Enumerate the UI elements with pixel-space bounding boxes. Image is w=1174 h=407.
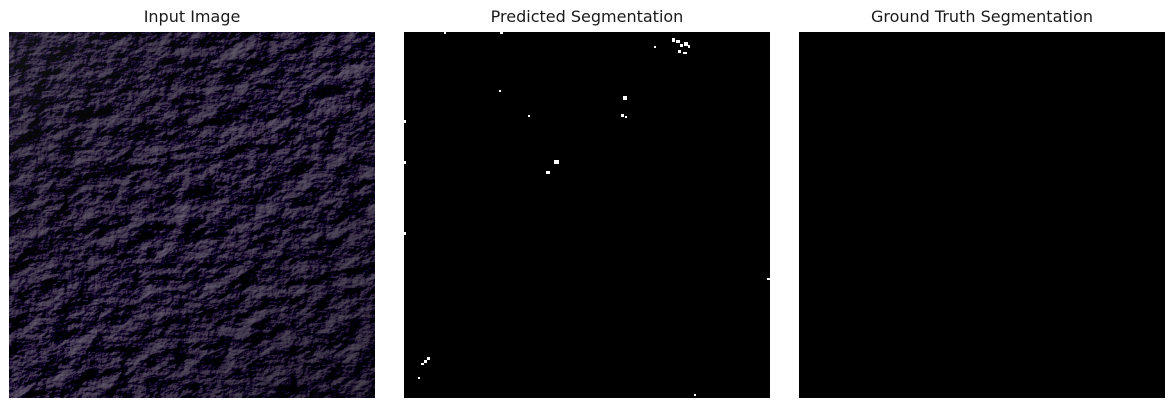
ground-truth-mask xyxy=(799,32,1165,398)
terrain-texture xyxy=(9,32,375,398)
panel-title-input: Input Image xyxy=(143,7,241,26)
input-image xyxy=(9,32,375,398)
panel-title-predicted: Predicted Segmentation xyxy=(490,7,684,26)
predicted-mask xyxy=(404,32,770,398)
speck-layer xyxy=(404,32,770,398)
panel-title-ground-truth: Ground Truth Segmentation xyxy=(870,7,1094,26)
